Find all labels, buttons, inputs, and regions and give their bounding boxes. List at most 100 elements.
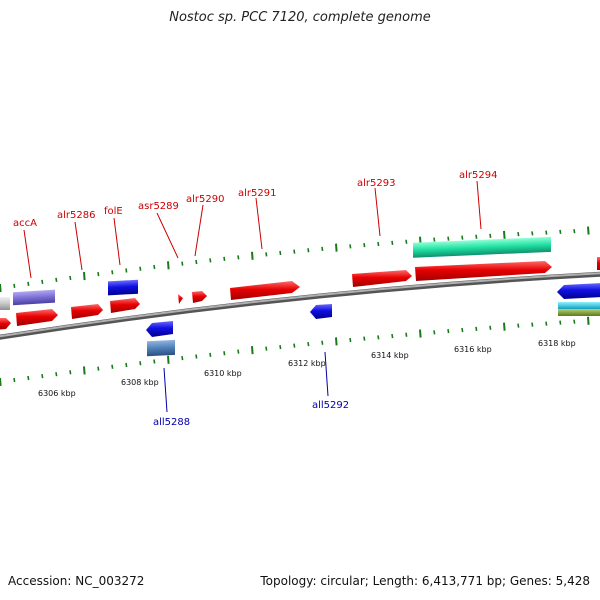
tick-mark: [335, 337, 338, 346]
tick-mark: [447, 329, 450, 334]
tick-mark: [349, 244, 352, 249]
tick-mark: [27, 375, 30, 381]
gene-arrow[interactable]: [415, 261, 552, 281]
gene-label-alr5286: alr5286: [57, 210, 95, 221]
gene-arrow[interactable]: [597, 257, 600, 270]
tick-mark: [13, 283, 16, 289]
tick-mark: [391, 240, 394, 245]
tick-mark: [265, 346, 268, 351]
rrna-feature[interactable]: [413, 236, 551, 258]
scale-label-6308: 6308 kbp: [121, 378, 159, 387]
tick-mark: [517, 232, 520, 237]
scale-label-6318: 6318 kbp: [538, 339, 576, 348]
cyan-feature[interactable]: [558, 302, 600, 309]
map-title: Nostoc sp. PCC 7120, complete genome: [169, 10, 431, 25]
genome-backbone: [0, 271, 600, 340]
gene-arrow[interactable]: [352, 270, 412, 287]
blue-feature[interactable]: [108, 279, 138, 296]
tick-mark: [251, 251, 254, 260]
tick-mark: [251, 346, 254, 355]
tick-mark: [125, 268, 128, 273]
gene-label-asr5289: asr5289: [138, 201, 179, 212]
tick-mark: [0, 283, 2, 293]
tick-mark: [489, 325, 492, 330]
tick-mark: [573, 319, 576, 324]
tick-mark: [223, 256, 226, 261]
gene-arrow[interactable]: [178, 294, 183, 304]
tick-mark: [475, 326, 478, 331]
tick-mark: [391, 333, 394, 339]
tick-mark: [377, 241, 380, 247]
gene-arrow[interactable]: [146, 321, 173, 337]
grey-feature[interactable]: [0, 297, 10, 310]
gene-arrow[interactable]: [310, 304, 332, 319]
tick-mark: [13, 377, 16, 383]
gene-arrow[interactable]: [71, 304, 103, 319]
tick-mark: [111, 364, 114, 369]
accession-text: Accession: NC_003272: [8, 574, 145, 588]
gene-label-acca: accA: [13, 218, 37, 229]
outer-tick-ring: [0, 226, 590, 293]
tick-mark: [461, 327, 464, 333]
tick-mark: [307, 342, 310, 347]
feature-tracks: [0, 236, 600, 357]
tick-mark: [265, 252, 268, 257]
tick-mark: [293, 343, 296, 348]
tick-mark: [545, 321, 548, 326]
tick-mark: [139, 361, 142, 366]
tick-mark: [545, 230, 548, 235]
reverse-leader-lines: [163, 351, 329, 413]
purple-feature[interactable]: [13, 289, 55, 306]
tick-mark: [83, 271, 86, 281]
tick-mark: [335, 243, 338, 252]
gene-label-alr5290: alr5290: [186, 194, 224, 205]
tick-mark: [111, 270, 114, 275]
gene-label-all5288: all5288: [153, 417, 190, 428]
tick-mark: [55, 277, 58, 282]
tick-mark: [405, 332, 408, 337]
steelblue-feature[interactable]: [147, 339, 175, 357]
tick-mark: [293, 249, 296, 254]
scale-label-6306: 6306 kbp: [38, 389, 76, 398]
gene-label-fole: folE: [104, 206, 123, 217]
tick-mark: [0, 377, 2, 387]
gene-arrow[interactable]: [110, 298, 140, 313]
tick-mark: [531, 231, 534, 236]
gene-label-all5292: all5292: [312, 400, 349, 411]
tick-mark: [503, 322, 506, 331]
tick-mark: [419, 329, 422, 338]
gene-arrow[interactable]: [192, 291, 207, 303]
tick-mark: [475, 234, 478, 239]
gene-arrow[interactable]: [557, 283, 600, 299]
tick-mark: [279, 344, 282, 350]
tick-mark: [55, 372, 58, 377]
tick-mark: [363, 336, 366, 341]
inner-tick-ring: [0, 316, 590, 387]
tick-mark: [139, 266, 142, 271]
gene-arrow[interactable]: [0, 318, 11, 330]
tick-mark: [587, 226, 590, 235]
tick-mark: [195, 354, 198, 359]
tick-mark: [181, 261, 184, 266]
gene-label-alr5291: alr5291: [238, 188, 276, 199]
gene-label-alr5294: alr5294: [459, 170, 497, 181]
tick-mark: [209, 258, 212, 263]
forward-genes: [0, 257, 600, 330]
tick-mark: [405, 239, 408, 244]
scale-label-6312: 6312 kbp: [288, 359, 326, 368]
tick-mark: [559, 229, 562, 234]
gene-arrow[interactable]: [230, 281, 300, 300]
tick-mark: [377, 335, 380, 340]
tick-mark: [69, 275, 72, 281]
tick-mark: [531, 322, 534, 327]
tick-mark: [41, 279, 44, 284]
tick-mark: [237, 349, 240, 354]
gene-arrow[interactable]: [16, 309, 58, 326]
tick-mark: [195, 259, 198, 265]
tick-mark: [125, 362, 128, 368]
tick-mark: [167, 261, 170, 270]
tick-mark: [503, 230, 506, 240]
gene-label-alr5293: alr5293: [357, 178, 395, 189]
olive-feature[interactable]: [558, 309, 600, 316]
